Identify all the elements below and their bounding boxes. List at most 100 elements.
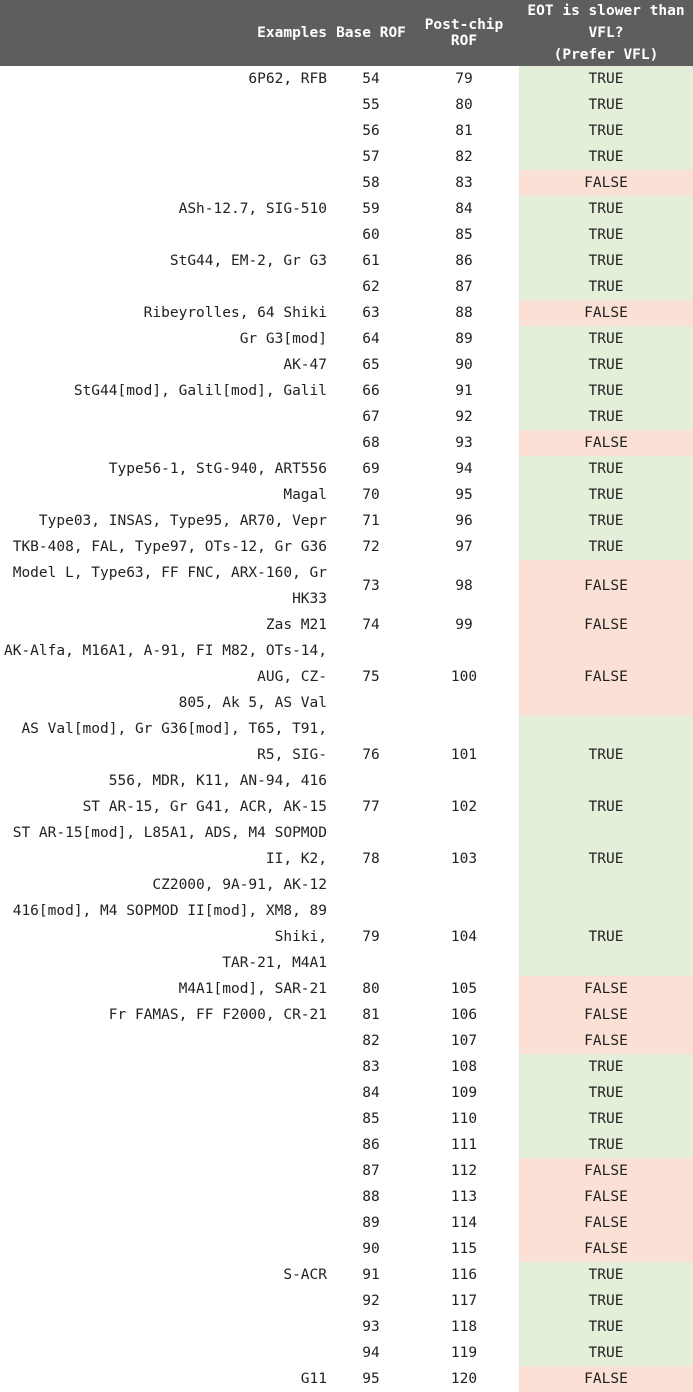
header-row: Examples Base ROF Post-chip ROF EOT is s…	[0, 0, 693, 66]
examples-cell: Fr FAMAS, FF F2000, CR-21	[0, 1002, 333, 1028]
base-rof-cell: 54	[362, 71, 380, 87]
examples-cell	[0, 1288, 333, 1314]
eot-result-cell: TRUE	[519, 196, 693, 222]
base-rof-cell: 60	[362, 227, 380, 243]
examples-cell	[0, 92, 333, 118]
examples-cell: S-ACR	[0, 1262, 333, 1288]
post-chip-rof-cell: 119	[450, 1345, 478, 1361]
eot-result-cell: TRUE	[519, 820, 693, 898]
examples-text: Model L, Type63, FF FNC, ARX-160, Gr HK3…	[12, 565, 327, 607]
table-row: 92 117 TRUE	[0, 1288, 693, 1314]
eot-result-cell: TRUE	[519, 248, 693, 274]
examples-cell: AS Val[mod], Gr G36[mod], T65, T91, R5, …	[0, 716, 333, 794]
table-row: Model L, Type63, FF FNC, ARX-160, Gr HK3…	[0, 560, 693, 612]
table-row: 416[mod], M4 SOPMOD II[mod], XM8, 89 Shi…	[0, 898, 693, 976]
post-chip-rof-cell: 118	[450, 1319, 478, 1335]
post-chip-rof-cell: 96	[455, 513, 473, 529]
examples-text: TKB-408, FAL, Type97, OTs-12, Gr G36	[12, 539, 327, 555]
examples-text: ST AR-15, Gr G41, ACR, AK-15	[82, 799, 327, 815]
table-row: 89 114 FALSE	[0, 1210, 693, 1236]
table-body: 6P62, RFB 54 79 TRUE 55 80 TRUE 56 81 TRUE 57 82 TRU…	[0, 66, 693, 1392]
post-chip-rof-cell: 103	[450, 851, 478, 867]
post-chip-rof-cell: 82	[455, 149, 473, 165]
post-chip-rof-cell: 89	[455, 331, 473, 347]
examples-text: Magal	[283, 487, 327, 503]
header-eot-line1: EOT is slower than VFL?	[527, 3, 685, 41]
eot-result-cell: TRUE	[519, 1132, 693, 1158]
post-chip-rof-cell: 106	[450, 1007, 478, 1023]
table-row: 88 113 FALSE	[0, 1184, 693, 1210]
table-row: S-ACR 91 116 TRUE	[0, 1262, 693, 1288]
table-row: 62 87 TRUE	[0, 274, 693, 300]
eot-result-cell: FALSE	[519, 638, 693, 716]
table-row: ST AR-15[mod], L85A1, ADS, M4 SOPMOD II,…	[0, 820, 693, 898]
eot-result-cell: TRUE	[519, 1314, 693, 1340]
eot-result-cell: TRUE	[519, 118, 693, 144]
table-row: AK-Alfa, M16A1, A-91, FI M82, OTs-14, AU…	[0, 638, 693, 716]
eot-result-cell: TRUE	[519, 456, 693, 482]
examples-cell: ST AR-15, Gr G41, ACR, AK-15	[0, 794, 333, 820]
post-chip-rof-cell: 113	[450, 1189, 478, 1205]
examples-text: StG44, EM-2, Gr G3	[169, 253, 327, 269]
post-chip-rof-cell: 95	[455, 487, 473, 503]
eot-result-cell: TRUE	[519, 1288, 693, 1314]
examples-text: Ribeyrolles, 64 Shiki	[143, 305, 327, 321]
eot-result-cell: FALSE	[519, 1158, 693, 1184]
examples-cell: Type56-1, StG-940, ART556	[0, 456, 333, 482]
base-rof-cell: 82	[362, 1033, 380, 1049]
base-rof-cell: 95	[362, 1371, 380, 1387]
eot-result-cell: TRUE	[519, 92, 693, 118]
post-chip-rof-cell: 112	[450, 1163, 478, 1179]
post-chip-rof-cell: 101	[450, 747, 478, 763]
table-row: 87 112 FALSE	[0, 1158, 693, 1184]
post-chip-rof-cell: 93	[455, 435, 473, 451]
examples-text: AK-47	[283, 357, 327, 373]
examples-cell	[0, 1314, 333, 1340]
eot-result-cell: TRUE	[519, 352, 693, 378]
examples-text: G11	[300, 1371, 327, 1387]
examples-text: Zas M21	[265, 617, 327, 633]
header-eot-slower: EOT is slower than VFL? (Prefer VFL)	[519, 0, 693, 66]
examples-cell	[0, 222, 333, 248]
examples-cell: StG44[mod], Galil[mod], Galil	[0, 378, 333, 404]
table-row: 85 110 TRUE	[0, 1106, 693, 1132]
examples-cell	[0, 1054, 333, 1080]
examples-cell	[0, 1236, 333, 1262]
base-rof-cell: 67	[362, 409, 380, 425]
eot-result-cell: FALSE	[519, 170, 693, 196]
table-row: 93 118 TRUE	[0, 1314, 693, 1340]
base-rof-cell: 87	[362, 1163, 380, 1179]
base-rof-cell: 71	[362, 513, 380, 529]
examples-cell	[0, 1210, 333, 1236]
examples-cell	[0, 144, 333, 170]
post-chip-rof-cell: 80	[455, 97, 473, 113]
table-row: Ribeyrolles, 64 Shiki 63 88 FALSE	[0, 300, 693, 326]
table-row: 86 111 TRUE	[0, 1132, 693, 1158]
examples-cell: M4A1[mod], SAR-21	[0, 976, 333, 1002]
table-row: 55 80 TRUE	[0, 92, 693, 118]
post-chip-rof-cell: 87	[455, 279, 473, 295]
post-chip-rof-cell: 109	[450, 1085, 478, 1101]
base-rof-cell: 86	[362, 1137, 380, 1153]
examples-cell: AK-47	[0, 352, 333, 378]
table-row: ST AR-15, Gr G41, ACR, AK-15 77 102 TRUE	[0, 794, 693, 820]
eot-result-cell: TRUE	[519, 1054, 693, 1080]
examples-cell	[0, 118, 333, 144]
eot-result-cell: TRUE	[519, 716, 693, 794]
post-chip-rof-cell: 99	[455, 617, 473, 633]
eot-result-cell: TRUE	[519, 1262, 693, 1288]
base-rof-cell: 68	[362, 435, 380, 451]
eot-result-cell: TRUE	[519, 378, 693, 404]
table-row: 90 115 FALSE	[0, 1236, 693, 1262]
table-row: Magal 70 95 TRUE	[0, 482, 693, 508]
examples-cell: Zas M21	[0, 612, 333, 638]
base-rof-cell: 64	[362, 331, 380, 347]
base-rof-cell: 59	[362, 201, 380, 217]
post-chip-rof-cell: 117	[450, 1293, 478, 1309]
examples-text: ST AR-15[mod], L85A1, ADS, M4 SOPMOD II,…	[12, 825, 327, 867]
table-row: 84 109 TRUE	[0, 1080, 693, 1106]
eot-result-cell: TRUE	[519, 1106, 693, 1132]
table-row: 6P62, RFB 54 79 TRUE	[0, 66, 693, 92]
post-chip-rof-cell: 100	[450, 669, 478, 685]
base-rof-cell: 84	[362, 1085, 380, 1101]
